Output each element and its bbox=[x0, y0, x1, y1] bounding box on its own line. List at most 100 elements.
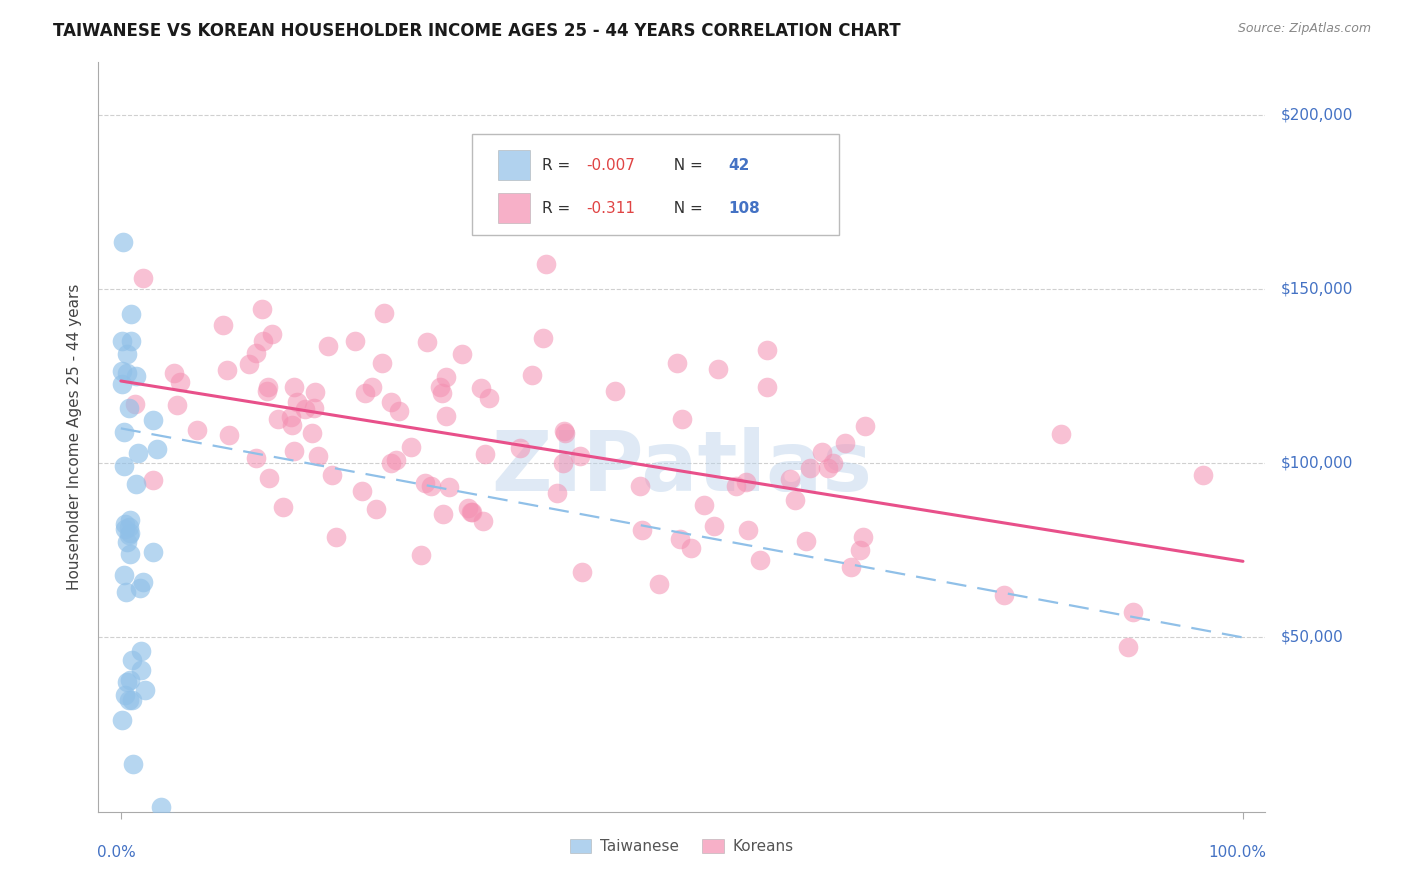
Point bbox=[211, 318, 233, 332]
Point bbox=[531, 331, 554, 345]
Point bbox=[380, 457, 402, 471]
Point bbox=[281, 417, 304, 432]
Point bbox=[111, 334, 134, 349]
Text: TAIWANESE VS KOREAN HOUSEHOLDER INCOME AGES 25 - 44 YEARS CORRELATION CHART: TAIWANESE VS KOREAN HOUSEHOLDER INCOME A… bbox=[53, 22, 901, 40]
Point bbox=[794, 533, 817, 548]
Point bbox=[115, 366, 138, 380]
Text: N =: N = bbox=[665, 158, 709, 173]
Text: R =: R = bbox=[541, 201, 575, 216]
Point bbox=[817, 460, 839, 475]
Point bbox=[134, 683, 156, 698]
Point bbox=[693, 499, 716, 513]
Point bbox=[316, 339, 339, 353]
Point bbox=[429, 379, 451, 393]
Point bbox=[260, 327, 283, 342]
Point bbox=[509, 442, 531, 456]
Point bbox=[724, 479, 747, 493]
Point bbox=[120, 308, 142, 322]
Point bbox=[756, 343, 779, 357]
Point bbox=[285, 394, 308, 409]
Point bbox=[628, 478, 651, 492]
Point bbox=[166, 398, 188, 412]
Point bbox=[409, 548, 432, 562]
Point bbox=[669, 532, 692, 546]
Point bbox=[163, 366, 186, 380]
Point bbox=[169, 375, 191, 389]
Point bbox=[294, 402, 316, 417]
Legend: Taiwanese, Koreans: Taiwanese, Koreans bbox=[564, 832, 800, 860]
Point bbox=[162, 814, 184, 829]
Point bbox=[568, 450, 591, 464]
Point bbox=[436, 409, 458, 423]
Point bbox=[266, 411, 288, 425]
Point bbox=[546, 485, 568, 500]
Point bbox=[993, 588, 1015, 602]
Point bbox=[779, 472, 801, 486]
Point bbox=[321, 468, 343, 483]
Text: -0.007: -0.007 bbox=[586, 158, 636, 173]
Point bbox=[118, 526, 141, 541]
Point bbox=[115, 675, 138, 690]
Point bbox=[1049, 427, 1071, 442]
Point bbox=[132, 575, 155, 590]
Point bbox=[671, 412, 693, 426]
Point bbox=[146, 442, 169, 456]
Point bbox=[749, 553, 772, 567]
Text: -0.311: -0.311 bbox=[586, 201, 636, 216]
Point bbox=[1192, 468, 1215, 483]
Point bbox=[259, 471, 281, 485]
Point bbox=[121, 653, 143, 667]
Point bbox=[111, 364, 134, 378]
Point bbox=[118, 401, 141, 415]
Point bbox=[457, 501, 479, 516]
Point bbox=[478, 391, 501, 405]
Point bbox=[361, 380, 384, 394]
Point bbox=[434, 369, 457, 384]
Point bbox=[150, 799, 173, 814]
Point bbox=[142, 413, 165, 427]
Point bbox=[121, 693, 143, 707]
Point bbox=[385, 453, 408, 467]
Point bbox=[388, 403, 411, 417]
Point bbox=[257, 380, 280, 394]
Point bbox=[118, 692, 141, 706]
Point bbox=[122, 756, 145, 771]
Point bbox=[703, 519, 725, 533]
Point bbox=[120, 334, 142, 349]
Point bbox=[520, 368, 543, 383]
Text: $150,000: $150,000 bbox=[1281, 282, 1353, 296]
Point bbox=[834, 436, 856, 450]
Point bbox=[111, 377, 134, 392]
Point bbox=[849, 543, 872, 558]
Point bbox=[111, 235, 134, 249]
Point bbox=[273, 500, 295, 515]
Point bbox=[132, 270, 155, 285]
Point bbox=[304, 385, 326, 400]
Point bbox=[325, 530, 347, 544]
Point bbox=[114, 522, 136, 536]
Point bbox=[364, 501, 387, 516]
Point bbox=[416, 335, 439, 350]
Point bbox=[252, 302, 274, 317]
Point bbox=[534, 257, 557, 271]
Point bbox=[783, 493, 806, 508]
Point bbox=[352, 483, 374, 498]
Point bbox=[217, 363, 239, 377]
Point bbox=[852, 530, 875, 544]
Text: N =: N = bbox=[665, 201, 709, 216]
Point bbox=[370, 356, 392, 370]
Y-axis label: Householder Income Ages 25 - 44 years: Householder Income Ages 25 - 44 years bbox=[67, 284, 83, 591]
Point bbox=[554, 426, 576, 441]
Point bbox=[111, 714, 134, 728]
Point bbox=[707, 362, 730, 376]
Point bbox=[120, 547, 142, 561]
Point bbox=[553, 456, 575, 470]
Point bbox=[252, 334, 274, 349]
Text: $50,000: $50,000 bbox=[1281, 630, 1343, 645]
Point bbox=[142, 545, 165, 559]
Point bbox=[439, 480, 461, 494]
Text: R =: R = bbox=[541, 158, 575, 173]
Point bbox=[186, 423, 208, 437]
Point bbox=[112, 458, 135, 473]
Point bbox=[112, 568, 135, 582]
